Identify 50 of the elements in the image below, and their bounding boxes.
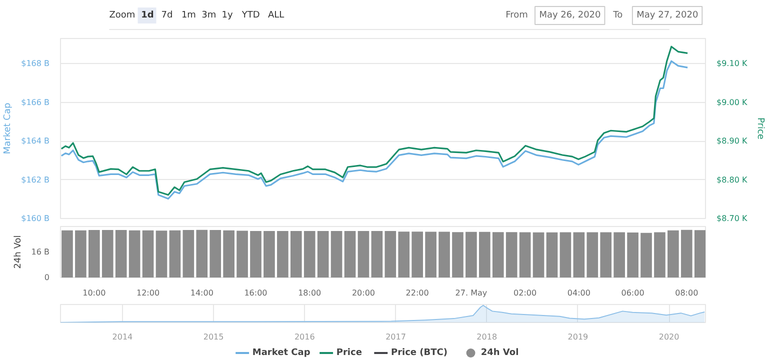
x-tick-label: 06:00	[621, 288, 644, 298]
x-tick-label: 10:00	[82, 288, 106, 298]
y2-tick-label: $9.00 K	[716, 98, 748, 107]
y-axis-title: 24h Vol	[13, 235, 24, 269]
x-tick-label: 2019	[568, 332, 588, 342]
y2-tick-label: $8.80 K	[716, 175, 748, 184]
x-tick-label: 08:00	[675, 288, 698, 298]
text: 7d	[161, 10, 173, 20]
y2-tick-label: $8.90 K	[716, 136, 748, 146]
y-tick-label: $168 B	[21, 59, 50, 68]
text: 3m	[202, 10, 216, 20]
legend-label: Market Cap	[252, 348, 311, 358]
x-tick-label: 27. May	[455, 288, 488, 298]
y-tick-label: $162 B	[21, 175, 50, 184]
text: May 27, 2020	[636, 10, 698, 20]
y2-axis-title: Price	[755, 118, 766, 140]
text: 1m	[181, 10, 196, 20]
x-tick-label: 2015	[203, 332, 224, 342]
x-tick-label: 14:00	[190, 288, 214, 298]
y2-tick-label: $8.70 K	[716, 214, 748, 223]
y-tick-label: $164 B	[21, 136, 50, 146]
x-tick-label: 2017	[386, 332, 406, 342]
x-tick-label: 20:00	[352, 288, 376, 298]
text: 1y	[222, 10, 234, 20]
text: From	[506, 10, 528, 20]
text: To	[612, 10, 624, 20]
x-tick-label: 22:00	[406, 288, 429, 298]
y-tick-label: 16 B	[31, 248, 50, 256]
x-tick-label: 02:00	[514, 288, 537, 298]
y2-tick-label: $9.10 K	[716, 59, 748, 68]
x-tick-label: 04:00	[567, 288, 590, 298]
y-tick-label: $166 B	[21, 98, 50, 107]
x-tick-label: 16:00	[244, 288, 268, 298]
text: YTD	[240, 10, 260, 20]
x-tick-label: 2020	[658, 332, 680, 342]
legend-label: Price (BTC)	[390, 348, 448, 358]
x-tick-label: 2016	[294, 332, 315, 342]
x-tick-label: 2014	[112, 332, 133, 342]
y-tick-label: $160 B	[21, 214, 50, 223]
text: 1d	[141, 10, 154, 20]
x-tick-label: 18:00	[298, 288, 322, 298]
text: Zoom	[109, 10, 136, 20]
y-tick-label: 0	[44, 273, 50, 282]
legend-label: 24h Vol	[480, 348, 519, 358]
text: May 26, 2020	[539, 10, 602, 20]
x-tick-label: 12:00	[136, 288, 160, 298]
legend-label: Price	[336, 348, 362, 358]
x-tick-label: 2018	[476, 332, 498, 342]
y-axis-title: Market Cap	[3, 102, 14, 154]
text: ALL	[268, 10, 284, 20]
